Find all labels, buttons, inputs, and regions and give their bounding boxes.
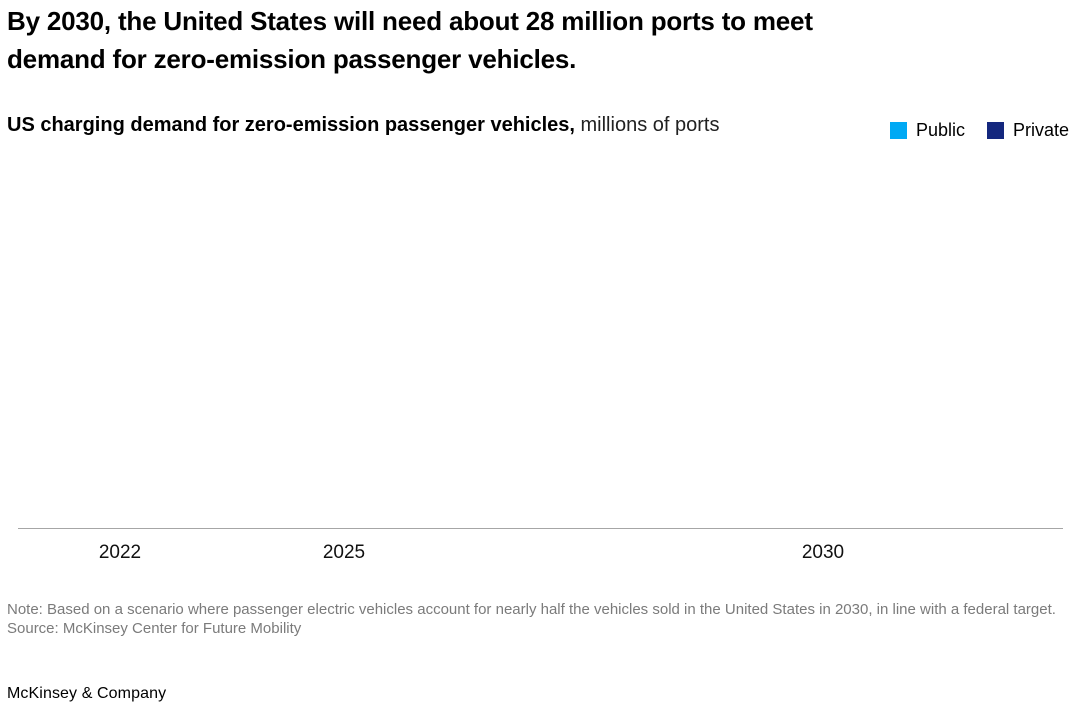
chart-title: US charging demand for zero-emission pas… <box>7 114 719 137</box>
x-axis-label-2022: 2022 <box>98 542 142 563</box>
x-axis-label-2030: 2030 <box>801 542 845 563</box>
chart-title-units: millions of ports <box>574 114 720 136</box>
source-text: Source: McKinsey Center for Future Mobil… <box>7 619 302 637</box>
legend-swatch-private <box>986 122 1004 139</box>
x-axis-label-2025: 2025 <box>322 542 366 563</box>
headline: By 2030, the United States will need abo… <box>7 6 813 74</box>
chart-title-bold: US charging demand for zero-emission pas… <box>7 114 575 136</box>
legend-label: Private <box>1012 120 1069 140</box>
plot-area <box>18 160 1063 528</box>
legend: Public Private <box>889 120 1069 141</box>
legend-label: Public <box>915 120 965 140</box>
footnotes: Note: Based on a scenario where passenge… <box>7 601 1069 638</box>
legend-item-private: Private <box>986 120 1069 141</box>
footer-brand: McKinsey & Company <box>7 685 167 702</box>
legend-item-public: Public <box>889 120 965 141</box>
legend-swatch-public <box>889 122 907 139</box>
x-axis-line <box>18 528 1063 529</box>
note-text: Note: Based on a scenario where passenge… <box>7 601 1056 618</box>
